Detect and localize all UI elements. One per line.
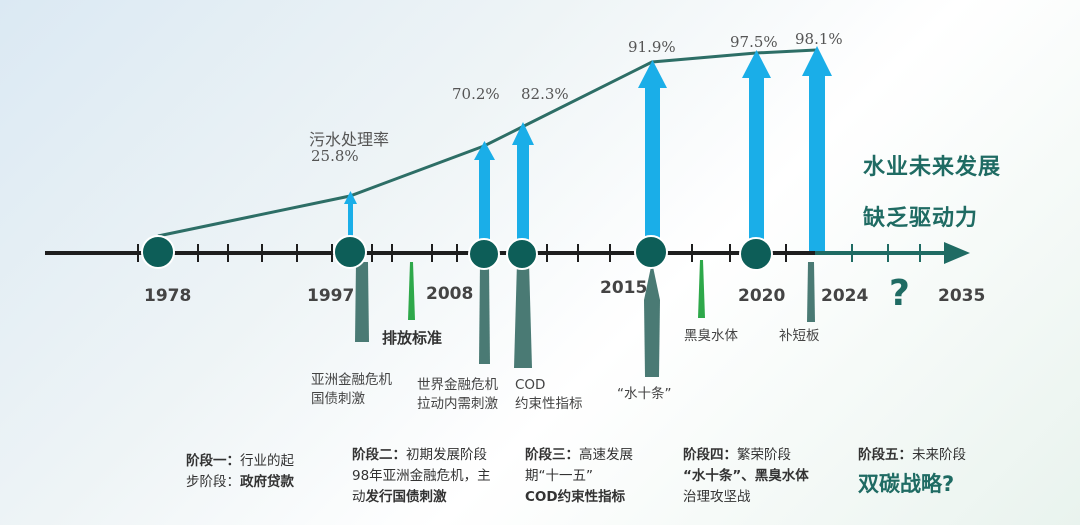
stage-4-bold: “水十条”、黑臭水体	[683, 468, 809, 484]
node-2008a	[468, 238, 500, 270]
rate-arrow-2015	[645, 88, 660, 252]
year-1997: 1997	[307, 286, 355, 306]
year-2015: 2015	[600, 278, 648, 298]
rate-label-1997: 25.8%	[311, 147, 359, 165]
rate-label-2015: 91.9%	[628, 38, 676, 56]
rate-arrows	[344, 46, 832, 252]
stage-1-text1: 行业的起	[240, 453, 294, 469]
event-world-crisis-line1: 世界金融危机	[417, 377, 498, 393]
rate-arrow-2020-head	[742, 50, 771, 78]
rate-arrow-1997-head	[344, 191, 357, 204]
marker-black-odor	[698, 260, 705, 318]
event-shortboard: 补短板	[779, 328, 820, 344]
event-asia-crisis-line2: 国债刺激	[311, 391, 365, 407]
stage-3-title: 阶段三：	[525, 447, 579, 463]
timeline-ticks-future	[851, 244, 921, 262]
stage-2: 阶段二：初期发展阶段 98年亚洲金融危机，主 动发行国债刺激	[352, 445, 491, 508]
marker-world-crisis	[479, 262, 490, 364]
rate-arrow-1997	[348, 204, 353, 236]
node-2008b	[506, 238, 538, 270]
stage-3-text2: 期“十一五”	[525, 468, 593, 484]
rate-arrow-2008a	[479, 160, 490, 252]
chart-label: 污水处理率	[309, 130, 390, 149]
node-1978	[141, 235, 175, 269]
stage-2-text3: 动	[352, 489, 366, 505]
stage-2-bold: 发行国债刺激	[365, 489, 447, 505]
stage-3-text1: 高速发展	[579, 447, 633, 463]
year-2035: 2035	[938, 286, 986, 306]
event-cod-line1: COD	[515, 377, 546, 393]
event-water-ten: “水十条”	[617, 386, 672, 402]
rate-arrow-2024-head	[802, 46, 832, 76]
marker-water-ten	[644, 262, 660, 377]
stage-5: 阶段五：未来阶段 双碳战略?	[858, 445, 966, 495]
green-markers	[408, 260, 705, 320]
future-text-line2: 缺乏驱动力	[863, 206, 979, 231]
rate-label-2024: 98.1%	[795, 30, 843, 48]
event-world-crisis-line2: 拉动内需刺激	[417, 396, 498, 412]
rate-arrow-2015-head	[638, 60, 667, 88]
event-markers	[355, 262, 815, 377]
stage-1-title: 阶段一：	[186, 453, 240, 469]
rate-arrow-2024	[809, 76, 825, 252]
stage-4-text2: 治理攻坚战	[683, 489, 751, 505]
future-question-mark: ?	[889, 273, 910, 314]
stage-5-text1: 未来阶段	[912, 447, 966, 463]
stage-5-title: 阶段五：	[858, 447, 912, 463]
stage-4-text1: 繁荣阶段	[737, 447, 791, 463]
event-cod-line2: 约束性指标	[515, 396, 583, 412]
stage-3-bold: COD约束性指标	[525, 489, 626, 505]
stage-4-title: 阶段四：	[683, 447, 737, 463]
rate-arrow-2008b-head	[512, 122, 534, 145]
stage-2-title: 阶段二：	[352, 447, 406, 463]
rate-arrow-2008a-head	[474, 141, 495, 160]
timeline-ticks	[137, 244, 787, 262]
year-2024: 2024	[821, 286, 869, 306]
stage-4: 阶段四：繁荣阶段 “水十条”、黑臭水体 治理攻坚战	[683, 445, 809, 508]
marker-discharge-standard	[408, 262, 415, 320]
event-asia-crisis-line1: 亚洲金融危机	[311, 372, 392, 388]
stage-1: 阶段一：行业的起 步阶段：政府贷款	[186, 451, 294, 493]
year-2020: 2020	[738, 286, 786, 306]
year-2008: 2008	[426, 284, 474, 304]
marker-shortboard	[807, 262, 815, 322]
stage-1-text2: 步阶段：	[186, 474, 240, 490]
rate-label-2020: 97.5%	[730, 33, 778, 51]
rate-arrow-2020	[749, 78, 764, 252]
event-black-odor: 黑臭水体	[684, 328, 738, 344]
node-2020	[739, 237, 773, 271]
future-text-line1: 水业未来发展	[863, 155, 1002, 180]
node-1997	[333, 235, 367, 269]
rate-label-2008b: 82.3%	[521, 85, 569, 103]
node-2015	[634, 235, 668, 269]
event-discharge-standard: 排放标准	[382, 329, 443, 347]
marker-cod	[514, 262, 532, 368]
marker-asia-crisis	[355, 262, 369, 342]
stage-2-text1: 初期发展阶段	[406, 447, 487, 463]
timeline-arrowhead	[944, 242, 970, 264]
stage-5-bold: 双碳战略?	[858, 472, 955, 496]
timeline-nodes	[141, 235, 773, 271]
rate-label-2008a: 70.2%	[452, 85, 500, 103]
stage-1-bold: 政府贷款	[240, 474, 294, 490]
stage-3: 阶段三：高速发展 期“十一五” COD约束性指标	[525, 445, 633, 508]
rate-arrow-2008b	[517, 145, 529, 252]
stage-2-text2: 98年亚洲金融危机，主	[352, 468, 491, 484]
year-1978: 1978	[144, 286, 192, 306]
